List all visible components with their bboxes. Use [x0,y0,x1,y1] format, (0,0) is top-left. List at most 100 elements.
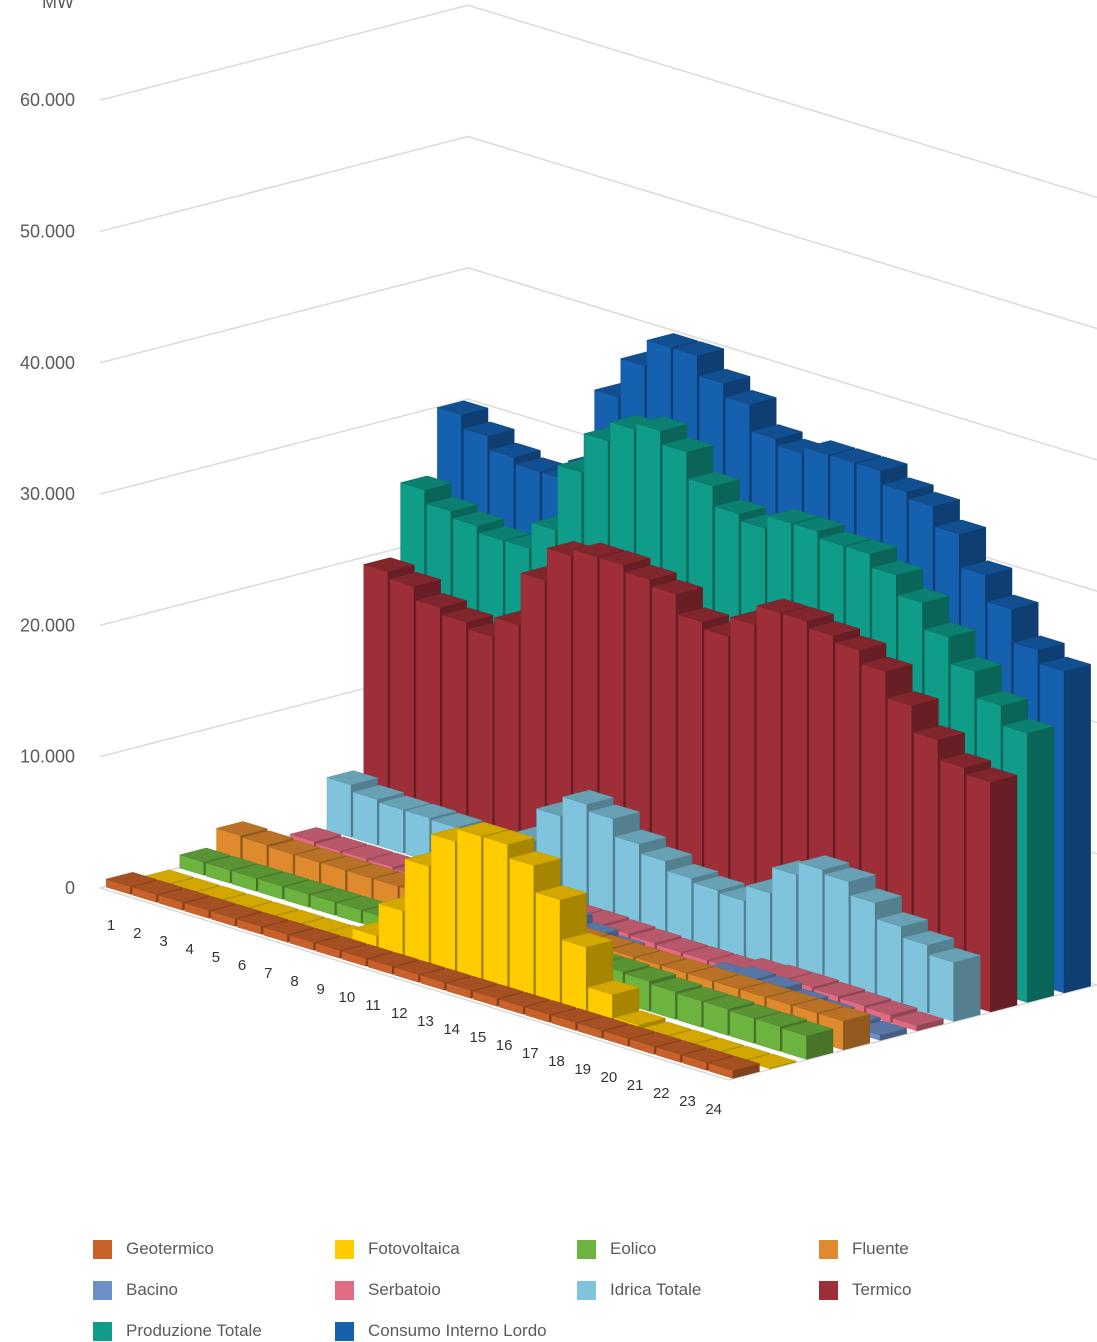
legend-label: Geotermico [126,1239,214,1258]
x-axis-categories: 1 2 3 4 5 6 7 8 9 10 11 12 13 14 15 16 17 18 19 20 21 22 23 24 [107,917,722,1118]
bar-top [561,789,615,805]
x-tick-label: 15 [470,1029,487,1046]
x-tick-label: 23 [679,1093,696,1110]
bar-top [960,560,1013,576]
bar-top [650,977,703,993]
bar-front [641,853,666,934]
x-tick-label: 18 [548,1053,565,1070]
bar-front [798,862,823,982]
legend-swatch [93,1321,112,1341]
bar-top [803,440,856,455]
bar-top [635,416,688,432]
bar-top [687,471,741,487]
bar-top [724,390,778,405]
bar-top [425,496,479,512]
bar-top [430,812,484,828]
bar-top [341,944,394,959]
legend-item: Fluente [819,1238,1061,1260]
bar-top [257,871,310,887]
legend-label: Fotovoltaica [368,1239,460,1258]
bar-series [326,770,982,1022]
legend-swatch [93,1239,112,1259]
bar-top [588,804,641,820]
bar-top [624,565,678,580]
legend-label: Bacino [126,1280,178,1299]
bar-top [309,887,363,903]
x-tick-label: 6 [238,957,246,974]
bar-top [315,836,368,852]
bar-top [881,477,935,493]
bar-top [765,990,819,1006]
bar-top [661,958,714,974]
bar-top [215,821,269,836]
bar-top [236,912,289,927]
bar-top [813,981,866,997]
bar-top [818,1006,871,1022]
bar [965,767,1018,1013]
bar-front [404,858,430,966]
bar-top [603,1024,656,1039]
legend-swatch [335,1280,354,1300]
bar-top [415,593,468,608]
x-tick-label: 1 [107,917,115,934]
bar-top [808,621,861,636]
bar-top [550,1008,604,1023]
x-tick-label: 5 [212,949,220,966]
bar-top [441,607,494,623]
bar-top [1002,718,1055,734]
legend-item: Serbatoio [335,1279,577,1301]
bar-top [781,1021,834,1036]
bar-front [745,885,771,966]
bar-front [876,918,902,1006]
bar-top [666,863,720,879]
x-tick-label: 4 [186,941,194,958]
bar-top [729,1003,782,1019]
bar-top [834,635,887,651]
bar-top [634,950,688,966]
x-tick-label: 16 [496,1037,513,1054]
bar-top [886,691,940,706]
bar-top [755,1011,808,1027]
bar-top [576,1016,630,1031]
gridline [99,266,1097,461]
bar-top [865,1000,919,1016]
bar-top [677,607,730,623]
bar [891,1011,945,1032]
bar-front [719,893,745,958]
x-tick-label: 14 [443,1021,460,1038]
bar-top [105,872,158,887]
bar-top [472,984,525,999]
bar [707,1056,761,1079]
bar-top [655,1040,708,1055]
bar-top [210,904,263,919]
bar-top [294,847,347,863]
x-tick-label: 7 [264,965,272,982]
bar-top [613,1010,667,1026]
legend-label: Fluente [852,1239,909,1258]
y-tick-label: 10.000 [20,747,75,767]
bar-top [934,519,987,535]
bar-top [393,960,446,975]
bar-top [782,606,835,622]
bar-top [367,952,420,967]
bar-top [205,855,258,871]
legend-item: Bacino [93,1279,335,1301]
bar-front [693,882,719,950]
bar-top [404,803,458,819]
legend-swatch [577,1239,596,1259]
x-tick-label: 3 [159,933,167,950]
bar-top [488,442,542,458]
bar-top [268,839,321,855]
y-tick-label: 40.000 [20,353,75,373]
bar-front [379,802,404,854]
bar-top [986,594,1040,610]
bar-top [646,333,699,348]
bar-top [976,691,1029,706]
bar-top [792,516,846,532]
legend-item: Geotermico [93,1238,335,1260]
bar-top [876,912,929,927]
bar-top [702,994,756,1010]
bar-front [509,857,535,998]
gridline [99,4,1097,199]
bar-top [320,855,373,871]
